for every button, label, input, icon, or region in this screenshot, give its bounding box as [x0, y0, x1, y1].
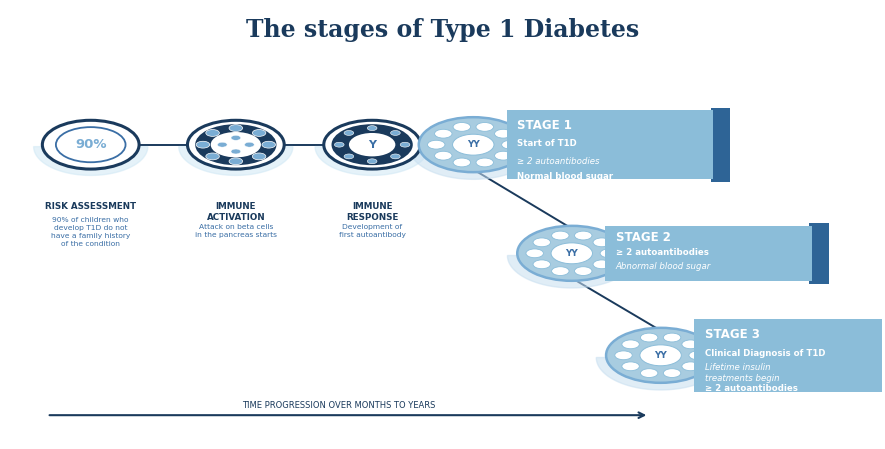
Circle shape — [681, 362, 699, 371]
Circle shape — [622, 340, 639, 349]
Circle shape — [622, 362, 639, 371]
Circle shape — [593, 260, 611, 269]
Circle shape — [196, 141, 210, 148]
Circle shape — [551, 243, 592, 264]
Circle shape — [526, 249, 543, 258]
Circle shape — [600, 249, 618, 258]
Circle shape — [551, 231, 569, 240]
Circle shape — [349, 133, 396, 156]
Circle shape — [453, 123, 471, 131]
Circle shape — [435, 151, 452, 160]
Circle shape — [593, 238, 611, 247]
Text: Development of
first autoantibody: Development of first autoantibody — [339, 224, 405, 238]
Circle shape — [574, 267, 592, 276]
Circle shape — [56, 127, 126, 162]
Text: YY: YY — [467, 140, 480, 149]
Circle shape — [495, 129, 512, 138]
Circle shape — [42, 120, 139, 169]
Polygon shape — [179, 147, 293, 176]
Polygon shape — [34, 147, 148, 176]
Circle shape — [664, 369, 681, 378]
Text: STAGE 1: STAGE 1 — [517, 119, 572, 132]
Text: Abnormal blood sugar: Abnormal blood sugar — [616, 262, 711, 271]
Circle shape — [641, 333, 658, 342]
Circle shape — [419, 117, 527, 172]
Circle shape — [344, 131, 354, 136]
Text: YY: YY — [654, 351, 667, 360]
Circle shape — [502, 140, 519, 149]
Circle shape — [367, 126, 377, 131]
FancyBboxPatch shape — [711, 108, 730, 182]
Circle shape — [640, 345, 681, 366]
Circle shape — [495, 151, 512, 160]
Text: Start of T1D: Start of T1D — [517, 139, 577, 148]
Circle shape — [533, 238, 550, 247]
Circle shape — [262, 141, 275, 148]
Circle shape — [689, 351, 706, 360]
Circle shape — [244, 142, 254, 147]
Circle shape — [641, 369, 658, 378]
Circle shape — [324, 120, 420, 169]
Circle shape — [615, 351, 632, 360]
Circle shape — [344, 154, 354, 159]
FancyBboxPatch shape — [694, 319, 885, 392]
Circle shape — [390, 154, 400, 159]
Text: Lifetime insulin
treatments begin: Lifetime insulin treatments begin — [704, 363, 779, 383]
Text: YY: YY — [566, 249, 578, 258]
Text: IMMUNE
ACTIVATION: IMMUNE ACTIVATION — [206, 202, 266, 222]
Circle shape — [332, 124, 412, 165]
Circle shape — [229, 158, 242, 165]
Circle shape — [206, 153, 219, 160]
Text: TIME PROGRESSION OVER MONTHS TO YEARS: TIME PROGRESSION OVER MONTHS TO YEARS — [242, 401, 435, 410]
FancyBboxPatch shape — [507, 110, 713, 179]
Text: STAGE 3: STAGE 3 — [704, 328, 759, 341]
Text: ≥ 2 autoantibodies: ≥ 2 autoantibodies — [704, 384, 797, 393]
Circle shape — [533, 260, 550, 269]
Circle shape — [453, 158, 471, 167]
Text: ≥ 2 autoantibodies: ≥ 2 autoantibodies — [616, 248, 709, 257]
Polygon shape — [596, 357, 725, 390]
Text: Attack on beta cells
in the pancreas starts: Attack on beta cells in the pancreas sta… — [195, 224, 277, 238]
Circle shape — [206, 130, 219, 136]
FancyBboxPatch shape — [809, 223, 828, 284]
Circle shape — [218, 142, 227, 147]
Polygon shape — [409, 147, 537, 179]
Text: 90% of children who
develop T1D do not
have a family history
of the condition: 90% of children who develop T1D do not h… — [51, 216, 130, 247]
Circle shape — [231, 136, 241, 140]
Circle shape — [252, 130, 266, 136]
Text: Normal blood sugar: Normal blood sugar — [517, 172, 613, 181]
Circle shape — [390, 131, 400, 136]
Circle shape — [335, 142, 344, 147]
Circle shape — [196, 124, 276, 165]
Circle shape — [681, 340, 699, 349]
Circle shape — [188, 120, 284, 169]
Polygon shape — [315, 147, 429, 176]
Circle shape — [435, 129, 452, 138]
Circle shape — [211, 132, 261, 157]
Text: The stages of Type 1 Diabetes: The stages of Type 1 Diabetes — [246, 18, 639, 42]
Circle shape — [476, 158, 494, 167]
Text: 90%: 90% — [75, 138, 106, 151]
Circle shape — [400, 142, 410, 147]
Text: STAGE 2: STAGE 2 — [616, 231, 671, 244]
Text: Y: Y — [368, 140, 376, 150]
Text: Clinical Diagnosis of T1D: Clinical Diagnosis of T1D — [704, 349, 825, 358]
Circle shape — [606, 328, 715, 383]
Circle shape — [367, 159, 377, 164]
Text: RISK ASSESSMENT: RISK ASSESSMENT — [45, 202, 136, 211]
Text: IMMUNE
RESPONSE: IMMUNE RESPONSE — [346, 202, 398, 222]
Polygon shape — [507, 255, 636, 288]
Circle shape — [517, 226, 627, 281]
Circle shape — [664, 333, 681, 342]
Circle shape — [231, 149, 241, 154]
Circle shape — [252, 153, 266, 160]
Circle shape — [452, 134, 494, 155]
Circle shape — [476, 123, 494, 131]
Text: ≥ 2 autoantibodies: ≥ 2 autoantibodies — [517, 157, 600, 166]
Circle shape — [427, 140, 445, 149]
Circle shape — [551, 267, 569, 276]
FancyBboxPatch shape — [605, 225, 812, 281]
Circle shape — [229, 125, 242, 132]
Circle shape — [574, 231, 592, 240]
